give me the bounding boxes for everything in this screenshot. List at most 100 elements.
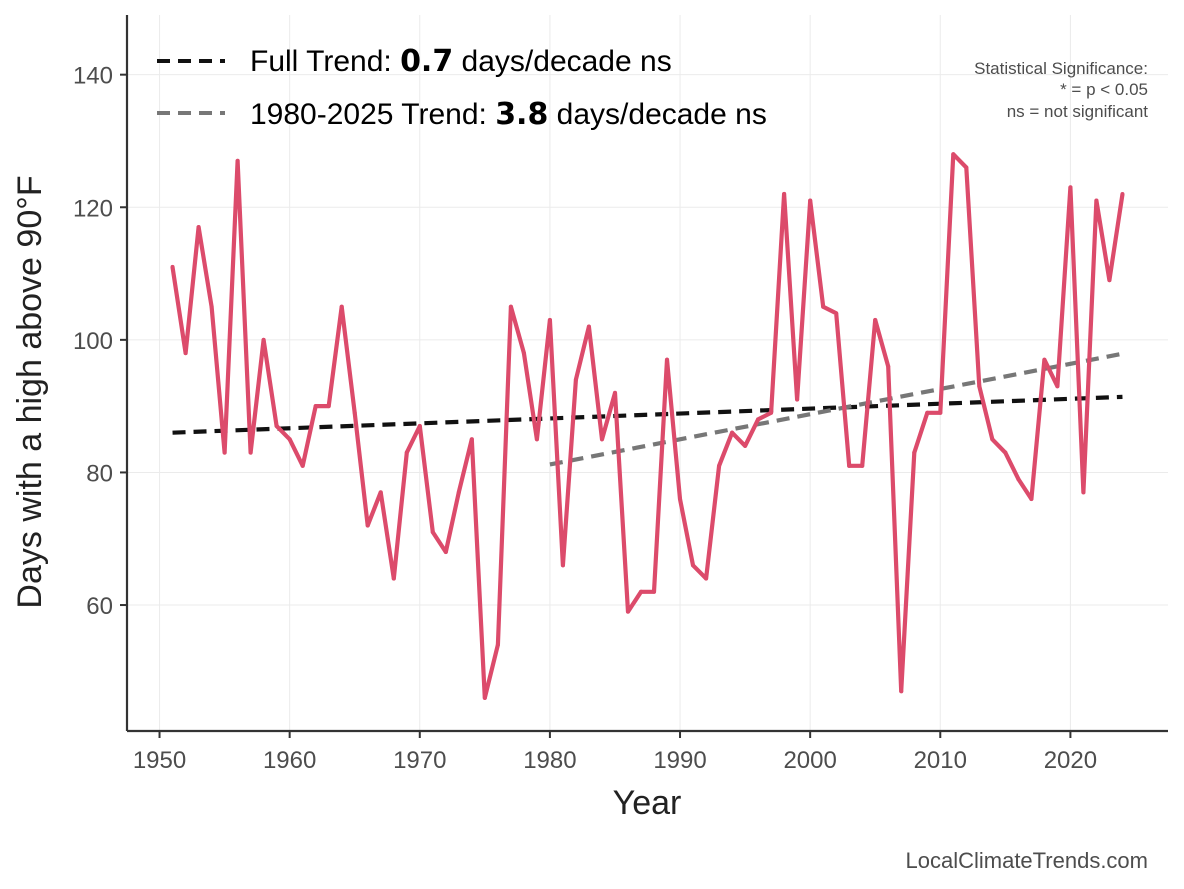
data-point xyxy=(456,490,461,495)
data-point xyxy=(482,695,487,700)
significance-note-star: * = p < 0.05 xyxy=(1060,80,1148,99)
legend-label-full-trend: Full Trend: 0.7 days/decade ns xyxy=(250,44,672,79)
data-point xyxy=(170,264,175,269)
data-point xyxy=(834,311,839,316)
data-point xyxy=(196,225,201,230)
x-tick-label: 2000 xyxy=(783,747,836,774)
legend-full-trend-suffix: days/decade ns xyxy=(453,45,671,78)
legend-full-trend-value: 0.7 xyxy=(400,44,453,79)
legend: Full Trend: 0.7 days/decade ns 1980-2025… xyxy=(157,44,767,132)
data-point xyxy=(534,437,539,442)
data-point xyxy=(209,304,214,309)
data-point xyxy=(183,351,188,356)
data-point xyxy=(925,410,930,415)
x-axis-title: Year xyxy=(613,784,682,822)
source-credit: LocalClimateTrends.com xyxy=(906,848,1149,873)
data-point xyxy=(899,689,904,694)
data-point xyxy=(573,377,578,382)
recent-trend-line xyxy=(549,351,1123,467)
x-tick-label: 2020 xyxy=(1044,747,1097,774)
data-point xyxy=(599,437,604,442)
data-point xyxy=(339,304,344,309)
y-axis-title: Days with a high above 90°F xyxy=(11,175,49,608)
data-point xyxy=(638,589,643,594)
significance-note: Statistical Significance: * = p < 0.05 n… xyxy=(974,59,1148,121)
data-point xyxy=(287,437,292,442)
data-point xyxy=(378,490,383,495)
grid xyxy=(127,15,1168,731)
x-tick-label: 1970 xyxy=(393,747,446,774)
data-point xyxy=(808,198,813,203)
y-tick-label: 80 xyxy=(86,460,113,487)
data-point xyxy=(938,410,943,415)
trend-lines xyxy=(172,351,1123,467)
data-point xyxy=(274,424,279,429)
data-point xyxy=(886,364,891,369)
data-point xyxy=(495,642,500,647)
data-point xyxy=(1016,477,1021,482)
data-point xyxy=(625,609,630,614)
y-tick-label: 100 xyxy=(73,328,113,355)
data-point xyxy=(326,404,331,409)
data-point xyxy=(756,417,761,422)
y-tick-label: 140 xyxy=(73,63,113,90)
data-point xyxy=(782,192,787,196)
x-tick-label: 2010 xyxy=(914,747,967,774)
data-point xyxy=(469,437,474,442)
data-point xyxy=(847,463,852,468)
data-point xyxy=(313,404,318,409)
data-point xyxy=(521,351,526,356)
legend-recent-trend-prefix: 1980-2025 Trend: xyxy=(250,98,495,131)
data-point xyxy=(235,158,240,163)
data-point xyxy=(964,165,969,170)
data-point xyxy=(365,523,370,528)
data-point xyxy=(1094,198,1099,203)
x-tick-label: 1950 xyxy=(133,747,186,774)
data-point xyxy=(665,357,670,362)
data-point xyxy=(248,450,253,455)
data-point xyxy=(769,410,774,415)
legend-recent-trend-value: 3.8 xyxy=(495,97,548,132)
data-point xyxy=(951,152,956,157)
data-point xyxy=(430,530,435,535)
data-point xyxy=(1055,384,1060,389)
data-point xyxy=(300,463,305,468)
data-point xyxy=(391,576,396,581)
data-point xyxy=(652,589,657,594)
significance-note-ns: ns = not significant xyxy=(1007,102,1149,121)
data-point xyxy=(990,437,995,442)
y-tick-label: 120 xyxy=(73,195,113,222)
legend-recent-trend-suffix: days/decade ns xyxy=(548,98,766,131)
data-point xyxy=(717,463,722,468)
data-point xyxy=(1029,496,1034,501)
x-tick-label: 1980 xyxy=(523,747,576,774)
data-point xyxy=(912,450,917,455)
data-point xyxy=(586,324,591,329)
significance-note-title: Statistical Significance: xyxy=(974,59,1148,78)
data-point xyxy=(743,443,748,448)
data-point xyxy=(977,384,982,389)
data-point xyxy=(691,563,696,568)
data-point xyxy=(404,450,409,455)
data-point xyxy=(704,576,709,581)
x-tick-label: 1960 xyxy=(263,747,316,774)
data-point xyxy=(821,304,826,309)
data-point xyxy=(612,390,617,395)
legend-label-recent-trend: 1980-2025 Trend: 3.8 days/decade ns xyxy=(250,97,767,132)
data-point xyxy=(508,304,513,309)
data-point xyxy=(1003,450,1008,455)
axes xyxy=(125,15,1168,733)
data-point xyxy=(873,317,878,322)
data-point xyxy=(860,463,865,468)
data-point xyxy=(560,563,565,568)
full-trend-line xyxy=(172,394,1123,435)
data-point xyxy=(443,550,448,554)
data-point xyxy=(222,450,227,455)
data-point xyxy=(1068,185,1073,190)
data-point xyxy=(730,430,735,435)
data-point xyxy=(795,397,800,402)
y-tick-label: 60 xyxy=(86,593,113,620)
series-line xyxy=(170,152,1125,701)
data-point xyxy=(1120,192,1125,196)
